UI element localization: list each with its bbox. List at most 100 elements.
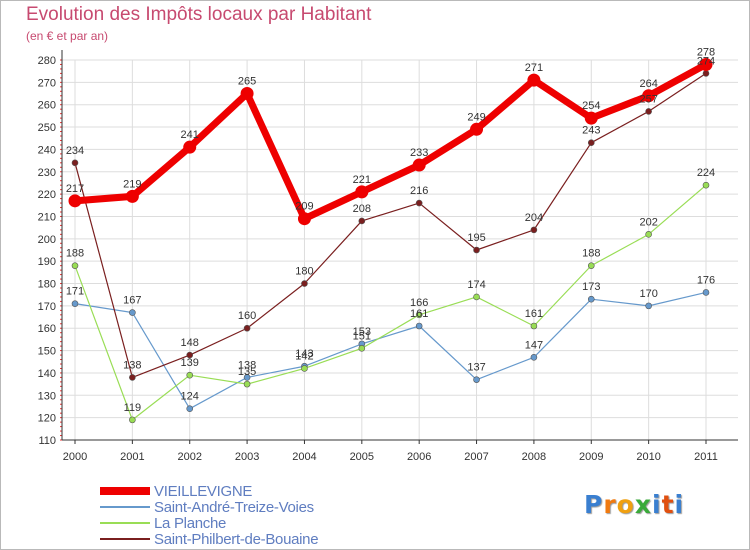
legend-swatch xyxy=(100,506,150,508)
data-label: 167 xyxy=(123,295,141,307)
data-label: 224 xyxy=(697,167,715,179)
data-label: 139 xyxy=(181,357,199,369)
data-label: 234 xyxy=(66,145,84,157)
series-line xyxy=(71,60,710,223)
data-label: 151 xyxy=(353,330,371,342)
x-tick-label: 2011 xyxy=(694,451,718,463)
y-tick-label: 140 xyxy=(38,368,56,380)
y-tick-label: 180 xyxy=(38,279,56,291)
legend-item: Saint-Philbert-de-Bouaine xyxy=(100,530,319,548)
data-label: 143 xyxy=(295,348,313,360)
data-label: 265 xyxy=(238,76,256,88)
data-point xyxy=(473,376,480,383)
data-point xyxy=(645,231,652,238)
y-tick-label: 260 xyxy=(38,100,56,112)
data-label: 257 xyxy=(639,93,657,105)
x-tick-label: 2000 xyxy=(63,451,87,463)
data-label: 171 xyxy=(66,286,84,298)
chart-title: Evolution des Impôts locaux par Habitant xyxy=(26,4,372,25)
data-point xyxy=(530,353,538,361)
data-point xyxy=(71,159,79,167)
legend-item: VIEILLEVIGNE xyxy=(100,482,253,500)
data-point xyxy=(358,217,366,225)
data-label: 138 xyxy=(238,359,256,371)
x-tick-label: 2010 xyxy=(636,451,660,463)
data-point xyxy=(584,111,598,125)
data-label: 142 xyxy=(295,350,313,362)
data-label: 173 xyxy=(582,281,600,293)
data-label: 119 xyxy=(124,402,142,414)
legend-label: Saint-André-Treize-Voies xyxy=(154,498,314,516)
data-labels: 171 167 124 138 143 153 161 137 147 173 170 176 188 1… xyxy=(66,46,715,413)
data-point xyxy=(186,405,194,413)
data-point xyxy=(240,87,254,101)
x-tick-label: 2001 xyxy=(120,451,144,463)
data-point xyxy=(470,122,484,136)
data-label: 243 xyxy=(582,125,600,137)
data-point xyxy=(183,140,197,154)
data-point xyxy=(297,212,311,226)
logo-letter: o xyxy=(616,490,635,519)
legend-item: Saint-André-Treize-Voies xyxy=(100,498,314,516)
y-tick-label: 150 xyxy=(38,346,56,358)
logo-letter: x xyxy=(634,490,652,519)
data-label: 217 xyxy=(66,183,84,195)
x-tick-label: 2009 xyxy=(579,451,603,463)
x-tick-label: 2004 xyxy=(292,451,316,463)
data-label: 278 xyxy=(697,46,715,58)
x-tick-label: 2005 xyxy=(350,451,374,463)
data-label: 161 xyxy=(525,308,543,320)
y-tick-label: 230 xyxy=(38,167,56,179)
legend-swatch xyxy=(100,487,150,495)
data-label: 160 xyxy=(238,310,256,322)
data-point xyxy=(301,280,308,287)
data-label: 148 xyxy=(181,337,199,349)
data-label: 195 xyxy=(467,232,485,244)
logo-letter: i xyxy=(674,490,685,519)
data-label: 202 xyxy=(639,216,657,228)
legend-item: La Planche xyxy=(100,514,227,532)
data-label: 137 xyxy=(467,362,485,374)
y-tick-label: 250 xyxy=(38,122,56,134)
data-label: 161 xyxy=(410,308,428,320)
y-tick-label: 130 xyxy=(38,390,56,402)
data-point xyxy=(358,345,366,352)
data-label: 241 xyxy=(181,129,199,141)
series-line xyxy=(74,184,707,421)
legend-label: La Planche xyxy=(154,514,227,532)
data-label: 188 xyxy=(66,248,84,260)
data-label: 271 xyxy=(525,62,543,74)
data-point xyxy=(129,416,136,424)
axes: 110 120 130 140 150 160 170 180 190 200 210 220 230 2… xyxy=(38,50,738,463)
x-tick-label: 2008 xyxy=(522,451,546,463)
y-tick-label: 220 xyxy=(38,189,56,201)
data-label: 138 xyxy=(123,359,141,371)
data-point xyxy=(186,371,194,379)
data-label: 274 xyxy=(697,55,715,67)
data-label: 170 xyxy=(639,288,657,300)
data-point xyxy=(702,181,710,189)
x-tick-label: 2002 xyxy=(177,451,201,463)
data-point xyxy=(415,311,423,319)
data-point xyxy=(186,351,194,359)
legend-label: Saint-Philbert-de-Bouaine xyxy=(154,530,319,548)
data-point xyxy=(71,262,79,269)
x-tick-label: 2003 xyxy=(235,451,259,463)
data-point xyxy=(530,322,538,330)
data-point xyxy=(68,194,82,208)
logo-letter: r xyxy=(603,490,617,519)
legend-label: VIEILLEVIGNE xyxy=(154,482,253,500)
data-point xyxy=(243,374,251,381)
data-label: 166 xyxy=(410,297,428,309)
data-label: 209 xyxy=(295,201,313,213)
data-label: 180 xyxy=(295,266,313,278)
y-tick-label: 280 xyxy=(38,55,56,67)
legend-swatch xyxy=(100,522,150,524)
data-label: 174 xyxy=(467,279,485,291)
data-label: 208 xyxy=(353,203,371,215)
data-label: 204 xyxy=(525,212,543,224)
logo-letter: i xyxy=(652,490,662,519)
y-tick-label: 240 xyxy=(38,144,56,156)
data-point xyxy=(243,324,251,332)
data-point xyxy=(415,322,423,330)
